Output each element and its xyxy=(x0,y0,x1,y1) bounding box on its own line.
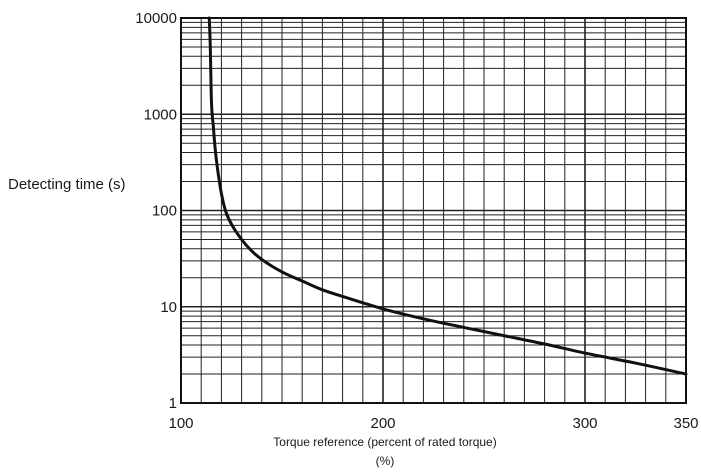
x-tick-label: 300 xyxy=(572,415,597,432)
y-tick-labels: 1 10 100 1000 10000 xyxy=(135,10,177,412)
x-tick-label: 350 xyxy=(673,415,698,432)
y-tick-label: 1 xyxy=(169,395,177,412)
x-tick-labels: 100 200 300 350 xyxy=(168,415,698,432)
y-tick-label: 1000 xyxy=(144,106,177,123)
x-tick-label: 100 xyxy=(168,415,193,432)
x-tick-label: 200 xyxy=(370,415,395,432)
y-tick-label: 100 xyxy=(152,203,177,220)
series-line xyxy=(207,16,688,376)
y-tick-label: 10000 xyxy=(135,10,177,27)
x-axis-unit-label: (%) xyxy=(376,454,395,468)
plot-frame xyxy=(180,17,687,404)
x-axis-label: Torque reference (percent of rated torqu… xyxy=(273,435,496,449)
grid-major-lines xyxy=(181,18,686,403)
y-axis-label: Detecting time (s) xyxy=(8,176,126,193)
y-tick-label: 10 xyxy=(160,299,177,316)
